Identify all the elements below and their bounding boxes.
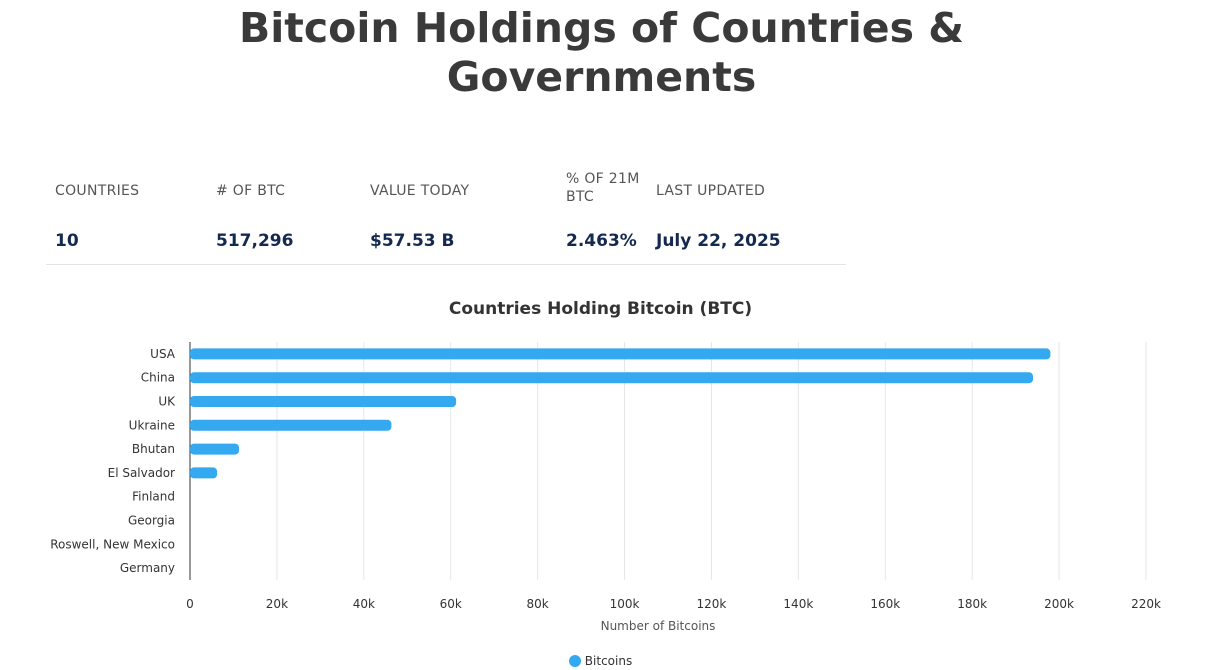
bar	[190, 443, 240, 455]
stat-value: 517,296	[216, 231, 294, 251]
x-axis-title: Number of Bitcoins	[601, 619, 716, 633]
y-tick-label: USA	[150, 347, 176, 361]
stat-btc-count: # OF BTC 517,296	[216, 170, 293, 251]
y-tick-label: UK	[158, 395, 176, 409]
y-tick-label: Georgia	[128, 514, 175, 528]
x-tick-label: 80k	[527, 597, 549, 611]
x-tick-label: 20k	[266, 597, 288, 611]
y-tick-label: Germany	[120, 561, 175, 575]
y-tick-label: Ukraine	[129, 418, 175, 432]
y-tick-label: Finland	[132, 490, 175, 504]
x-tick-label: 160k	[870, 597, 900, 611]
chart-title: Countries Holding Bitcoin (BTC)	[448, 299, 753, 319]
stat-value: 2.463%	[566, 231, 637, 251]
stat-value: 10	[55, 231, 79, 251]
y-tick-label: El Salvador	[108, 466, 175, 480]
x-tick-label: 220k	[1131, 597, 1161, 611]
x-tick-label: 140k	[783, 597, 813, 611]
stat-label: LAST UPDATED	[656, 183, 766, 199]
x-tick-label: 180k	[957, 597, 987, 611]
y-tick-label: China	[141, 371, 175, 385]
x-tick-label: 60k	[440, 597, 462, 611]
y-tick-label: Roswell, New Mexico	[50, 537, 175, 551]
bar	[190, 372, 1034, 384]
stat-label: VALUE TODAY	[370, 183, 470, 199]
stat-countries: COUNTRIES 10	[55, 170, 140, 251]
page-title-line1: Bitcoin Holdings of Countries &	[238, 4, 965, 52]
bar	[190, 348, 1051, 360]
x-tick-label: 100k	[610, 597, 640, 611]
bar	[190, 467, 218, 479]
x-tick-label: 40k	[353, 597, 375, 611]
stat-last-updated: LAST UPDATED July 22, 2025	[656, 170, 781, 251]
stat-label: # OF BTC	[216, 183, 286, 199]
stats-table: COUNTRIES 10 # OF BTC 517,296 VALUE TODA…	[46, 170, 846, 265]
x-tick-label: 120k	[697, 597, 727, 611]
bar	[190, 419, 392, 431]
bar	[190, 396, 457, 407]
legend-label: Bitcoins	[584, 654, 633, 668]
stat-label: % OF 21M BTC	[566, 171, 640, 205]
stat-label: COUNTRIES	[55, 183, 140, 199]
x-tick-label: 0	[186, 597, 194, 611]
page-title-line2: Governments	[446, 53, 757, 101]
y-tick-label: Bhutan	[132, 442, 175, 456]
page-title: Bitcoin Holdings of Countries & Governme…	[0, 4, 1203, 102]
chart-legend[interactable]: Bitcoins	[0, 654, 1201, 668]
stat-percent-supply: % OF 21M BTC 2.463%	[566, 170, 646, 251]
stat-value: July 22, 2025	[656, 231, 781, 251]
stat-value-today: VALUE TODAY $57.53 B	[370, 170, 470, 251]
stat-value: $57.53 B	[370, 231, 455, 251]
legend-marker-icon	[568, 655, 581, 667]
x-tick-label: 200k	[1044, 597, 1074, 611]
